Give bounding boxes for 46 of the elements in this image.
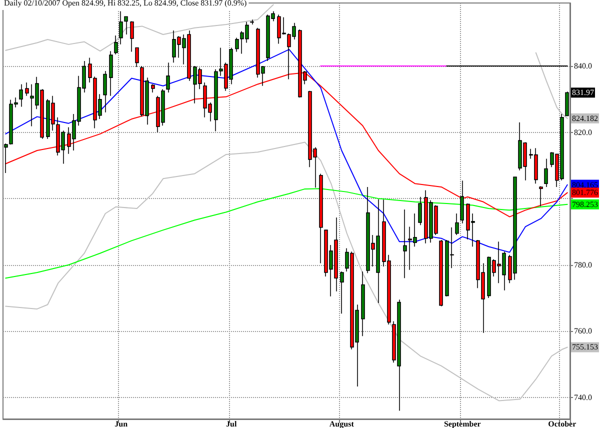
annotation: 755.153 bbox=[572, 342, 598, 352]
candlestick bbox=[319, 173, 323, 264]
line-series bbox=[5, 142, 568, 402]
candlestick bbox=[135, 47, 139, 68]
annotation: 831.97 bbox=[572, 88, 594, 98]
annotation: 798.253 bbox=[572, 200, 598, 209]
x-tick-label: August bbox=[329, 420, 354, 428]
y-tick-label: 760.0 bbox=[574, 326, 592, 336]
candlestick bbox=[19, 84, 23, 108]
line-series bbox=[5, 48, 568, 253]
candlestick bbox=[166, 62, 170, 93]
y-tick-label: 820.0 bbox=[574, 128, 592, 137]
candlestick bbox=[103, 70, 107, 113]
x-tick-label: Jul bbox=[226, 420, 238, 428]
candlestick bbox=[418, 196, 422, 226]
candlestick bbox=[88, 57, 92, 83]
candlestick bbox=[109, 50, 113, 96]
candlestick bbox=[361, 271, 365, 337]
candlestick bbox=[130, 20, 134, 52]
x-tick-label: October bbox=[548, 420, 577, 428]
candlestick bbox=[235, 37, 239, 52]
line-series bbox=[5, 188, 568, 279]
candlestick bbox=[565, 91, 569, 116]
y-tick-label: 780.0 bbox=[574, 260, 592, 270]
candlestick bbox=[25, 82, 29, 96]
candlestick bbox=[114, 35, 118, 55]
candlestick bbox=[539, 186, 543, 207]
candlestick bbox=[460, 180, 464, 224]
candlestick bbox=[119, 10, 123, 45]
annotation: 801.776 bbox=[572, 188, 598, 198]
line-series bbox=[535, 52, 568, 119]
annotation: 824.182 bbox=[572, 114, 598, 123]
candlestick bbox=[439, 240, 443, 307]
candlestick bbox=[455, 213, 459, 236]
candlestick bbox=[544, 158, 548, 188]
y-tick-label: 740.0 bbox=[574, 392, 592, 402]
x-tick-label: Jun bbox=[114, 420, 128, 428]
candlestick bbox=[340, 271, 344, 314]
candlestick bbox=[124, 16, 128, 35]
candlestick bbox=[250, 19, 254, 25]
x-tick-label: September bbox=[444, 420, 482, 428]
y-tick-label: 840.0 bbox=[574, 61, 592, 70]
chart-title: Daily 02/10/2007 Open 824.99, Hi 832.25, Lo 824.99, Close 831.97 (0.9%) bbox=[4, 0, 247, 8]
candlestick bbox=[403, 209, 407, 279]
candlestick bbox=[151, 84, 155, 93]
annotation: 804.165 bbox=[572, 180, 598, 190]
